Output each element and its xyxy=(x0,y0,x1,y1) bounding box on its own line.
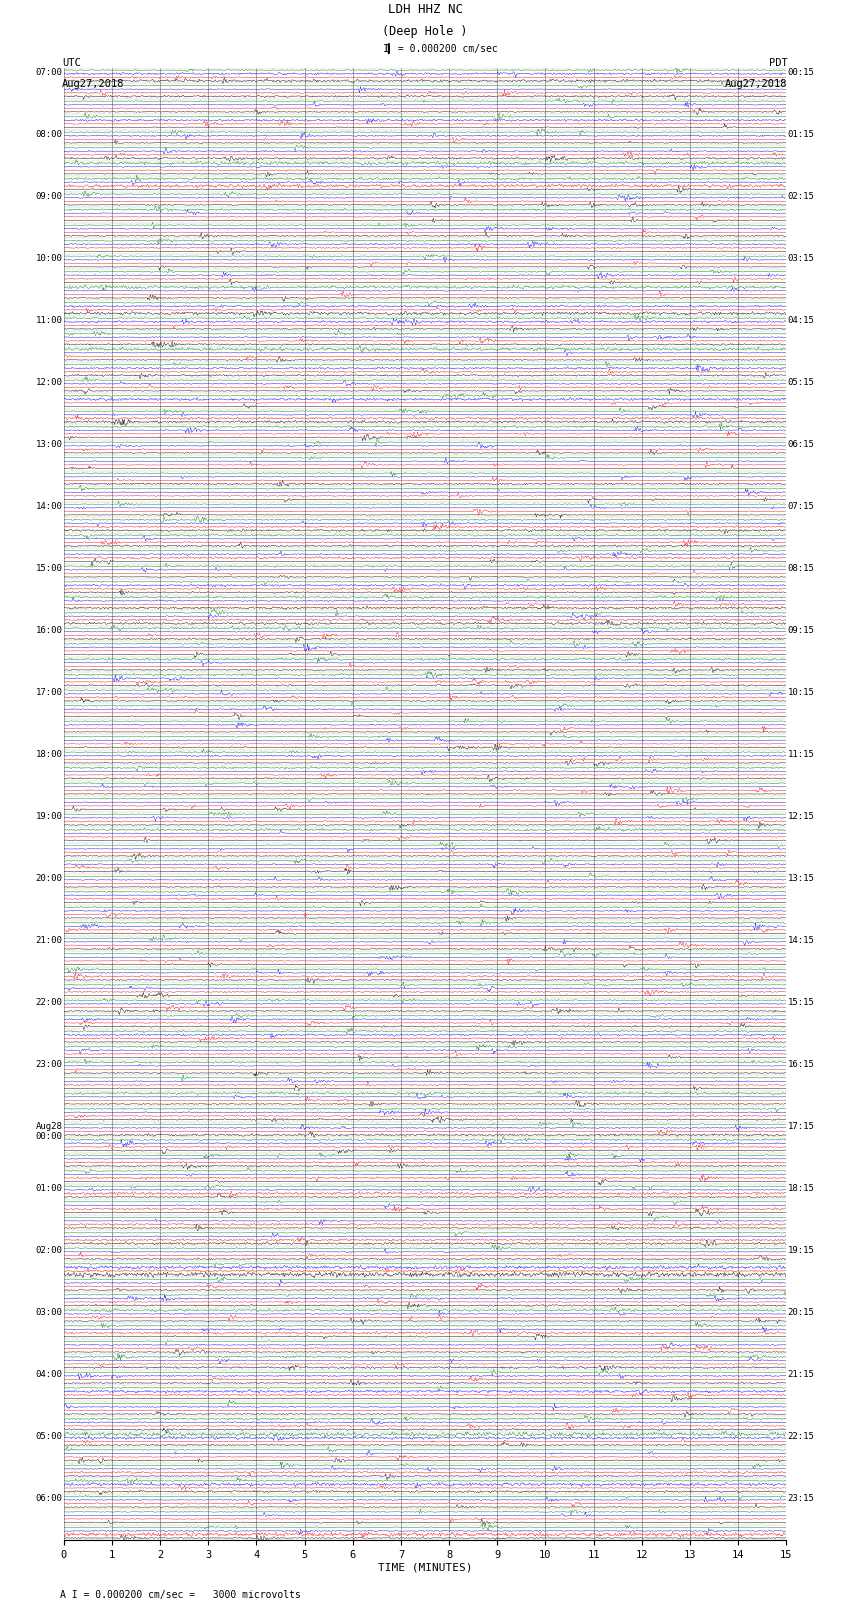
Text: UTC: UTC xyxy=(62,58,81,68)
Text: 16:00: 16:00 xyxy=(36,626,62,636)
Text: 03:00: 03:00 xyxy=(36,1308,62,1316)
Text: 02:15: 02:15 xyxy=(788,192,814,200)
Text: 21:00: 21:00 xyxy=(36,936,62,945)
Text: 11:15: 11:15 xyxy=(788,750,814,758)
Text: 19:00: 19:00 xyxy=(36,811,62,821)
Text: 10:15: 10:15 xyxy=(788,687,814,697)
Text: 00:15: 00:15 xyxy=(788,68,814,77)
Text: 12:15: 12:15 xyxy=(788,811,814,821)
Text: = 0.000200 cm/sec: = 0.000200 cm/sec xyxy=(393,44,498,53)
Text: 03:15: 03:15 xyxy=(788,253,814,263)
Text: I: I xyxy=(383,44,390,53)
Text: Aug27,2018: Aug27,2018 xyxy=(725,68,788,89)
Text: 15:00: 15:00 xyxy=(36,565,62,573)
X-axis label: TIME (MINUTES): TIME (MINUTES) xyxy=(377,1563,473,1573)
Text: 05:15: 05:15 xyxy=(788,377,814,387)
Text: Aug27,2018: Aug27,2018 xyxy=(62,68,125,89)
Text: 06:15: 06:15 xyxy=(788,440,814,448)
Text: 12:00: 12:00 xyxy=(36,377,62,387)
Text: 13:15: 13:15 xyxy=(788,874,814,882)
Text: 08:00: 08:00 xyxy=(36,129,62,139)
Text: 01:00: 01:00 xyxy=(36,1184,62,1194)
Text: 04:15: 04:15 xyxy=(788,316,814,324)
Text: 06:00: 06:00 xyxy=(36,1494,62,1503)
Text: 22:15: 22:15 xyxy=(788,1432,814,1440)
Text: 13:00: 13:00 xyxy=(36,440,62,448)
Text: PDT: PDT xyxy=(769,58,788,68)
Text: 17:15: 17:15 xyxy=(788,1123,814,1131)
Text: Aug28
00:00: Aug28 00:00 xyxy=(36,1123,62,1142)
Text: 04:00: 04:00 xyxy=(36,1369,62,1379)
Text: 02:00: 02:00 xyxy=(36,1245,62,1255)
Text: 18:00: 18:00 xyxy=(36,750,62,758)
Text: 11:00: 11:00 xyxy=(36,316,62,324)
Text: 19:15: 19:15 xyxy=(788,1245,814,1255)
Text: 08:15: 08:15 xyxy=(788,565,814,573)
Text: (Deep Hole ): (Deep Hole ) xyxy=(382,26,468,39)
Text: 21:15: 21:15 xyxy=(788,1369,814,1379)
Text: 07:00: 07:00 xyxy=(36,68,62,77)
Text: 23:15: 23:15 xyxy=(788,1494,814,1503)
Text: 10:00: 10:00 xyxy=(36,253,62,263)
Text: 05:00: 05:00 xyxy=(36,1432,62,1440)
Text: 20:15: 20:15 xyxy=(788,1308,814,1316)
Text: 16:15: 16:15 xyxy=(788,1060,814,1069)
Text: 09:00: 09:00 xyxy=(36,192,62,200)
Text: 20:00: 20:00 xyxy=(36,874,62,882)
Text: 01:15: 01:15 xyxy=(788,129,814,139)
Text: 14:15: 14:15 xyxy=(788,936,814,945)
Text: 18:15: 18:15 xyxy=(788,1184,814,1194)
Text: A I = 0.000200 cm/sec =   3000 microvolts: A I = 0.000200 cm/sec = 3000 microvolts xyxy=(60,1590,300,1600)
Text: 23:00: 23:00 xyxy=(36,1060,62,1069)
Text: 14:00: 14:00 xyxy=(36,502,62,511)
Text: 22:00: 22:00 xyxy=(36,998,62,1007)
Text: 09:15: 09:15 xyxy=(788,626,814,636)
Text: LDH HHZ NC: LDH HHZ NC xyxy=(388,3,462,16)
Text: 15:15: 15:15 xyxy=(788,998,814,1007)
Text: 07:15: 07:15 xyxy=(788,502,814,511)
Text: 17:00: 17:00 xyxy=(36,687,62,697)
